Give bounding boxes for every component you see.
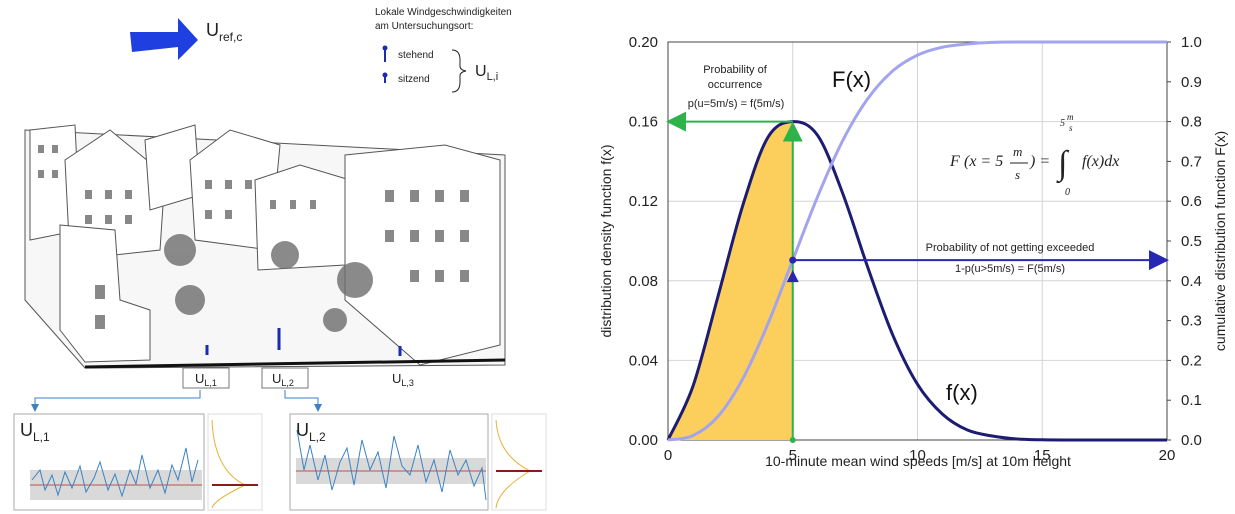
y-tick-label: 0.04 [629, 352, 658, 369]
legend-item: stehend [398, 50, 434, 61]
x-axis-label: 10-minute mean wind speeds [m/s] at 10m … [765, 453, 1071, 469]
svg-text:f(x)dx: f(x)dx [1082, 153, 1119, 170]
y-tick-label: 0.12 [629, 193, 658, 210]
annotation: Probability of [703, 64, 768, 76]
x-tick-label: 0 [664, 447, 672, 464]
plot-frame [667, 41, 1168, 441]
sitting-icon [382, 72, 388, 78]
svg-text:5: 5 [1060, 118, 1065, 129]
svg-text:s: s [1015, 167, 1020, 182]
mini-plot: UL,2 [289, 413, 547, 511]
legend-title: am Untersuchungsort: [375, 21, 473, 32]
x-tick-label: 20 [1159, 447, 1176, 464]
x-tick-label: 15 [1034, 447, 1051, 464]
svg-text:∫: ∫ [1056, 145, 1070, 184]
blue-dot [789, 256, 797, 264]
formula: F (x = 5 m s ) = ∫ 5 m s 0 f(x)dx [949, 112, 1119, 198]
svg-text:0: 0 [1065, 187, 1070, 198]
reference-wind: Uref,c [206, 20, 242, 44]
y-tick-label: 0.08 [629, 273, 658, 290]
annotation: Probability of not getting exceeded [926, 242, 1095, 254]
annotation: occurrence [708, 79, 762, 91]
green-dot [789, 437, 796, 443]
local-wind: UL,i [475, 63, 498, 83]
legend-item: sitzend [398, 74, 430, 85]
y2-tick-label: 0.5 [1181, 233, 1202, 250]
blue-triangle [786, 270, 799, 283]
y2-tick-label: 0.1 [1181, 392, 1202, 409]
standing-icon [382, 45, 388, 51]
y2-tick-label: 0.6 [1181, 193, 1202, 210]
series-label: F(x) [832, 67, 871, 92]
y-tick-label: 0.16 [629, 114, 658, 131]
location-label: UL,1 [195, 371, 217, 388]
y2-tick-label: 0.8 [1181, 114, 1202, 131]
x-tick-label: 10 [909, 447, 926, 464]
y2-tick-label: 0.7 [1181, 153, 1202, 170]
plot-label: UL,2 [296, 420, 326, 444]
annotation: 1-p(u>5m/s) = F(5m/s) [955, 263, 1065, 275]
x-tick-label: 5 [789, 447, 797, 464]
chart: 0 5 10 15 200.000.040.080.120.160.200.00.10.… [629, 34, 1202, 464]
y2-tick-label: 0.4 [1181, 273, 1202, 290]
wind-arrow [130, 18, 198, 60]
filled-area [668, 121, 793, 440]
y-tick-label: 0.20 [629, 34, 658, 51]
svg-text:m: m [1067, 112, 1074, 122]
y2-tick-label: 0.0 [1181, 432, 1202, 449]
mini-plot: UL,1 [13, 413, 263, 511]
y2-axis-label: cumulative distribution function F(x) [1212, 131, 1228, 351]
svg-text:m: m [1013, 144, 1022, 159]
svg-text:) =: ) = [1029, 153, 1050, 170]
brace [451, 49, 467, 93]
location-label: UL,2 [272, 371, 294, 388]
y2-tick-label: 0.3 [1181, 313, 1202, 330]
svg-text:s: s [1069, 123, 1073, 133]
y2-tick-label: 0.2 [1181, 352, 1202, 369]
series-label: f(x) [946, 380, 978, 405]
y2-tick-label: 0.9 [1181, 74, 1202, 91]
svg-text:(x = 5: (x = 5 [964, 153, 1003, 170]
location-label: UL,3 [392, 371, 414, 388]
series-line [666, 120, 1167, 442]
series-line [667, 40, 1167, 442]
illustration: Uref,c Lokale Windgeschwindigkeiten am U… [13, 7, 547, 511]
y-tick-label: 0.00 [629, 432, 658, 449]
legend-title: Lokale Windgeschwindigkeiten [375, 7, 512, 18]
y2-tick-label: 1.0 [1181, 34, 1202, 51]
y-axis-label: distribution density function f(x) [598, 145, 614, 338]
annotation: p(u=5m/s) = f(5m/s) [688, 98, 785, 110]
plot-label: UL,1 [20, 420, 50, 444]
svg-text:F: F [949, 153, 960, 170]
